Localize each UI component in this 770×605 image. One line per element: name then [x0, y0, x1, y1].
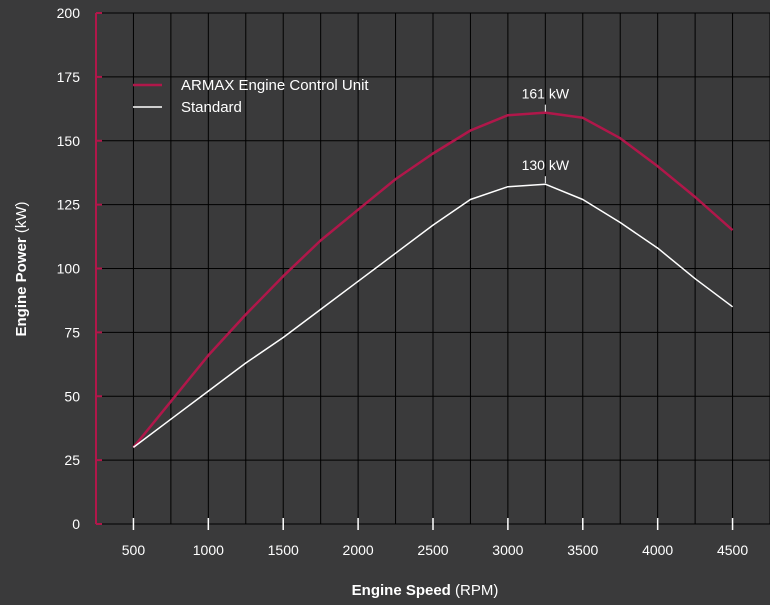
- series-line: [132, 111, 734, 449]
- y-axis-title-bold: Engine Power: [13, 237, 30, 336]
- legend: ARMAX Engine Control Unit Standard: [133, 77, 369, 116]
- axes: 0 25 50 75 100 125 150 175 200 500 1000 1500 2000 250…: [57, 5, 749, 558]
- y-tick-label: 125: [57, 197, 81, 213]
- y-axis-title: Engine Power (kW): [13, 201, 30, 336]
- grid: [95, 12, 770, 525]
- x-tick-label: 4000: [642, 542, 673, 558]
- y-tick-label: 50: [64, 388, 80, 404]
- y-tick-label: 150: [57, 133, 81, 149]
- y-axis-title-unit: (kW): [13, 201, 30, 233]
- y-tick-label: 25: [64, 452, 80, 468]
- series-lines: [132, 111, 734, 449]
- x-tick-label: 2500: [417, 542, 448, 558]
- legend-label: Standard: [181, 99, 242, 116]
- x-tick-label: 3000: [492, 542, 523, 558]
- x-tick-label: 500: [122, 542, 146, 558]
- annotation-label: 161 kW: [522, 86, 570, 102]
- x-tick-label: 4500: [717, 542, 748, 558]
- x-tick-label: 3500: [567, 542, 598, 558]
- x-tick-label: 1000: [193, 542, 224, 558]
- y-tick-label: 200: [57, 5, 81, 21]
- peak-annotations: 161 kW 130 kW: [522, 86, 570, 184]
- legend-label: ARMAX Engine Control Unit: [181, 77, 369, 94]
- series-line: [132, 183, 734, 448]
- y-tick-label: 175: [57, 69, 81, 85]
- x-axis-title-unit: (RPM): [455, 582, 498, 599]
- y-tick-label: 0: [72, 516, 80, 532]
- x-tick-label: 2000: [343, 542, 374, 558]
- x-axis-title: Engine Speed (RPM): [352, 582, 499, 599]
- y-tick-label: 75: [64, 324, 80, 340]
- x-tick-label: 1500: [268, 542, 299, 558]
- x-axis-title-bold: Engine Speed: [352, 582, 451, 599]
- y-tick-label: 100: [57, 261, 81, 277]
- annotation-label: 130 kW: [522, 157, 570, 173]
